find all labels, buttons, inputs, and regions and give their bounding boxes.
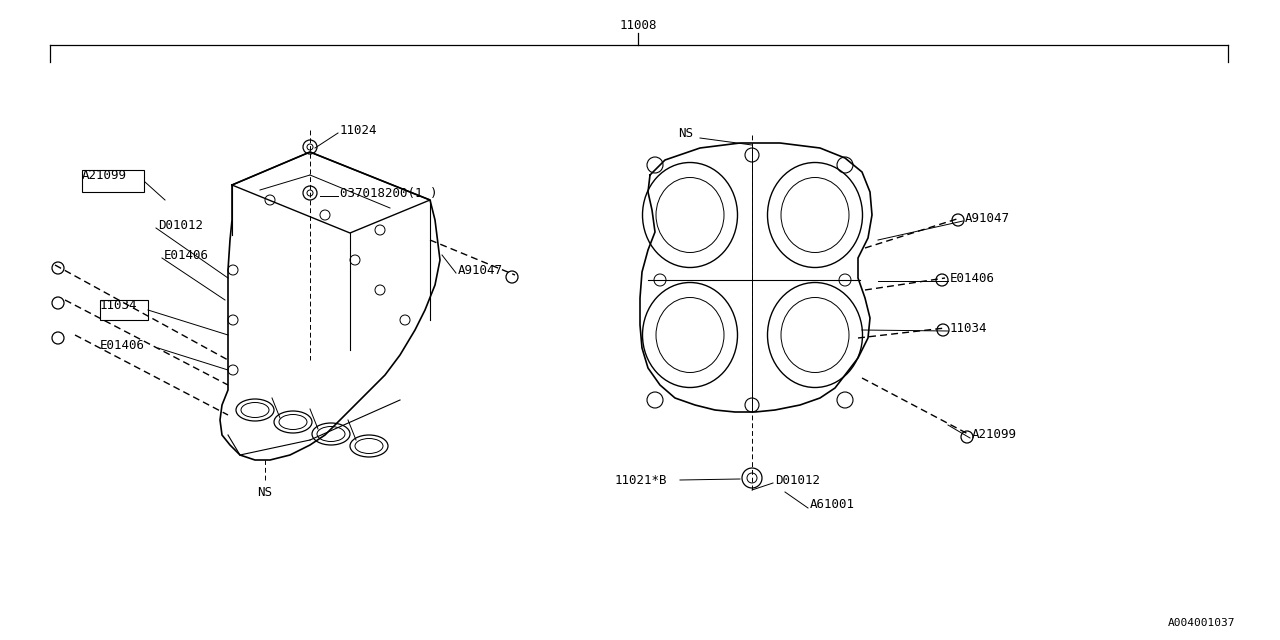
Text: A004001037: A004001037 bbox=[1167, 618, 1235, 628]
Text: A91047: A91047 bbox=[965, 211, 1010, 225]
Text: 11008: 11008 bbox=[620, 19, 657, 32]
Text: A61001: A61001 bbox=[810, 499, 855, 511]
Text: 11021*B: 11021*B bbox=[614, 474, 667, 486]
Text: E01406: E01406 bbox=[100, 339, 145, 351]
Text: NS: NS bbox=[257, 486, 273, 499]
Text: A21099: A21099 bbox=[972, 429, 1018, 442]
Text: D01012: D01012 bbox=[774, 474, 820, 486]
Text: D01012: D01012 bbox=[157, 218, 204, 232]
Text: 037018200(1 ): 037018200(1 ) bbox=[340, 186, 438, 200]
Text: A21099: A21099 bbox=[82, 168, 127, 182]
Bar bbox=[82, 170, 145, 192]
Text: 11034: 11034 bbox=[100, 298, 137, 312]
Text: NS: NS bbox=[678, 127, 692, 140]
Text: E01406: E01406 bbox=[164, 248, 209, 262]
Text: 11034: 11034 bbox=[950, 321, 987, 335]
Text: 11024: 11024 bbox=[340, 124, 378, 136]
Text: E01406: E01406 bbox=[950, 271, 995, 285]
Bar bbox=[100, 300, 148, 320]
Text: A91047: A91047 bbox=[458, 264, 503, 276]
